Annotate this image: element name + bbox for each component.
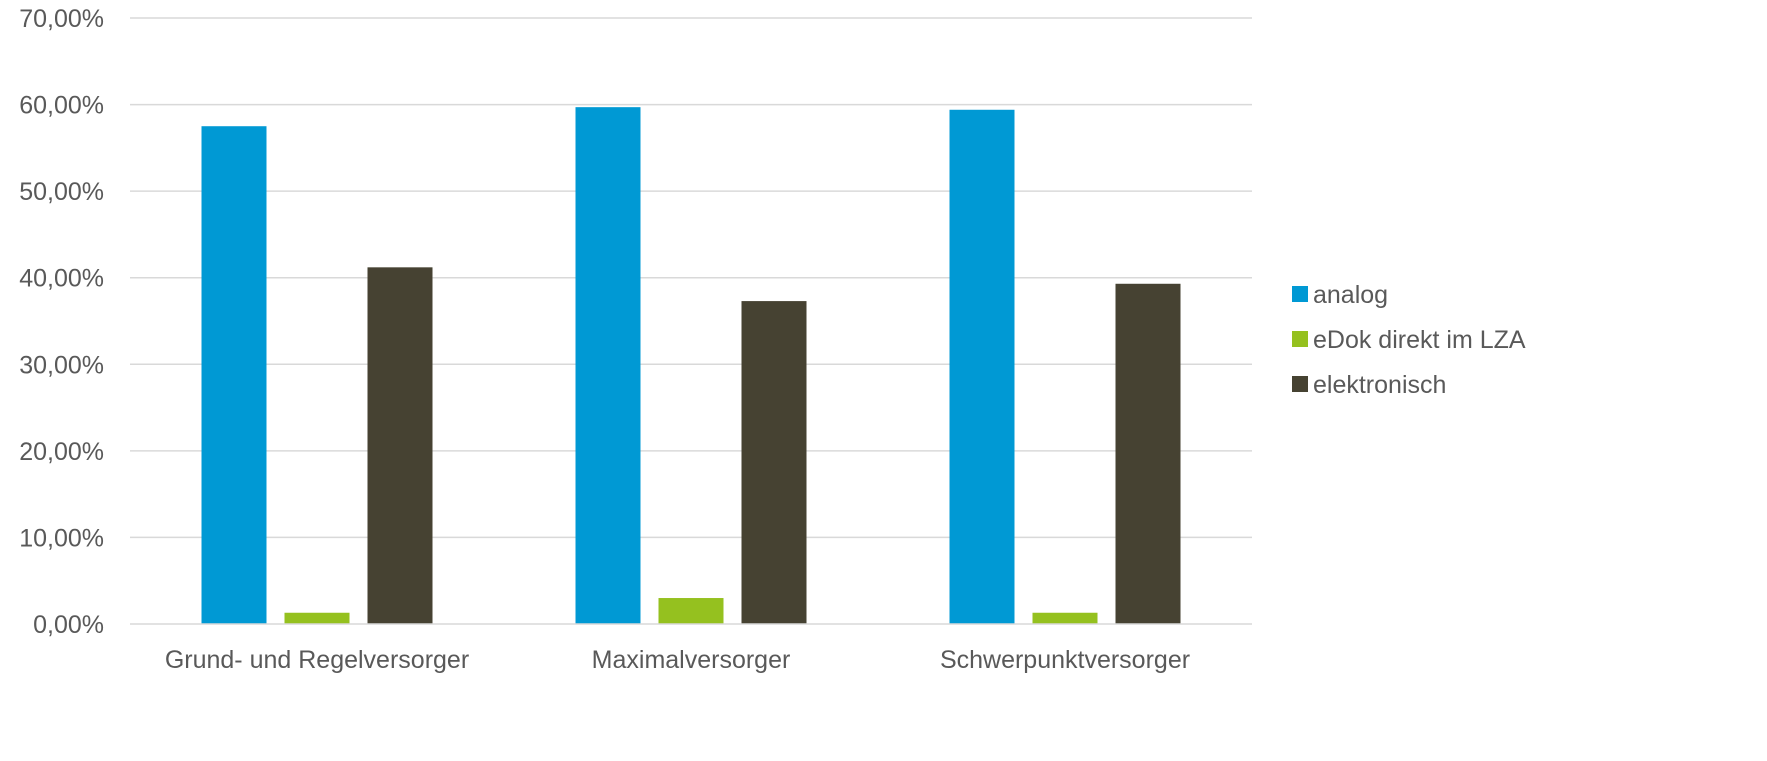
bar-analog-0 — [201, 126, 267, 624]
x-category-label: Maximalversorger — [592, 646, 791, 674]
x-axis-category-labels: Grund- und Regelversorger Maximalversorge… — [165, 646, 1190, 674]
x-category-label: Schwerpunktversorger — [940, 646, 1190, 674]
legend-label: eDok direkt im LZA — [1313, 326, 1526, 354]
legend-label: elektronisch — [1313, 371, 1446, 399]
bar-analog-1 — [575, 107, 641, 624]
gridlines — [130, 17, 1252, 539]
y-tick-label: 0,00% — [33, 611, 104, 639]
bar-elektronisch-0 — [367, 267, 433, 624]
bar-edok-direkt-im-lza-0 — [284, 612, 350, 624]
legend-label: analog — [1313, 281, 1388, 309]
bar-elektronisch-2 — [1115, 283, 1181, 624]
bar-analog-2 — [949, 109, 1015, 624]
x-category-label: Grund- und Regelversorger — [165, 646, 469, 674]
bar-elektronisch-1 — [741, 301, 807, 624]
bar-edok-direkt-im-lza-1 — [658, 598, 724, 624]
y-axis-tick-labels: 0,00% 10,00% 20,00% 30,00% 40,00% 50,00% 60,00… — [19, 5, 104, 639]
y-tick-label: 60,00% — [19, 92, 104, 120]
y-tick-label: 70,00% — [19, 5, 104, 33]
y-tick-label: 20,00% — [19, 438, 104, 466]
legend-swatch — [1292, 331, 1308, 347]
y-tick-label: 30,00% — [19, 351, 104, 379]
bar-edok-direkt-im-lza-2 — [1032, 612, 1098, 624]
y-tick-label: 40,00% — [19, 265, 104, 293]
legend-swatch — [1292, 286, 1308, 302]
legend: analog eDok direkt im LZA elektronisch — [1292, 281, 1526, 399]
y-tick-label: 10,00% — [19, 524, 104, 552]
bars — [201, 107, 1181, 624]
y-tick-label: 50,00% — [19, 178, 104, 206]
legend-swatch — [1292, 376, 1308, 392]
